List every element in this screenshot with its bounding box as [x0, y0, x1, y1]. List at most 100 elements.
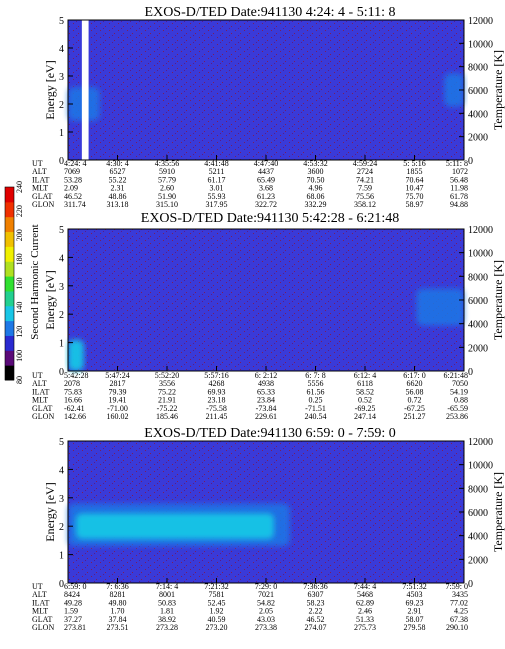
cell-ut: 4:30: 4: [106, 159, 128, 168]
cell-mlt: 19.41: [109, 396, 127, 405]
cell-ilat: 56.08: [406, 387, 424, 396]
cell-mlt: 1.92: [210, 607, 224, 616]
cell-glat: 58.07: [406, 615, 424, 624]
panel-1-ylabel: Energy [eV]: [43, 60, 57, 119]
row-label-ut: UT: [32, 159, 43, 168]
temperature-tick-label: 8000: [468, 272, 488, 283]
cell-alt: 5468: [357, 590, 373, 599]
colorbar-segment: [5, 320, 14, 336]
colorbar-tick-label: 100: [15, 350, 24, 362]
colorbar-tick-label: 140: [15, 302, 24, 314]
cell-glon: 275.73: [354, 623, 376, 632]
cell-glat: 51.33: [356, 615, 374, 624]
cell-ut: 7:21:32: [204, 582, 228, 591]
cell-glon: 273.81: [64, 623, 86, 632]
temperature-tick-label: 4000: [468, 320, 488, 331]
cell-alt: 2724: [357, 167, 373, 176]
row-label-glon: GLON: [32, 200, 54, 209]
panel-3-feature-2: [75, 513, 274, 539]
colorbar-segment: [5, 187, 14, 203]
energy-tick-label: 1: [59, 551, 64, 562]
row-label-ilat: ILAT: [32, 387, 49, 396]
row-label-ut: UT: [32, 371, 43, 380]
colorbar-segment: [5, 231, 14, 247]
temperature-tick-label: 6000: [468, 86, 488, 97]
colorbar: 80 100 120 140 160 180 200 220 240: [4, 181, 24, 384]
cell-ilat: 69.23: [406, 598, 424, 607]
cell-mlt: 23.84: [257, 396, 275, 405]
colorbar-segment: [5, 365, 14, 381]
panel-2-ephemeris-table: UT 5:42:28 5:47:24 5:52:20 5:57:16 6: 2:12 6: …: [32, 371, 468, 421]
cell-mlt: 11.98: [450, 184, 468, 193]
energy-tick-label: 4: [59, 253, 64, 264]
cell-glon: 229.61: [255, 412, 277, 421]
panel-3-right-ticks: 0 2000 4000 6000 8000 10000 12000: [459, 437, 493, 590]
row-label-glon: GLON: [32, 412, 54, 421]
panel-3: EXOS-D/TED Date:941130 6:59: 0 - 7:59: 0…: [32, 426, 505, 632]
cell-glon: 273.20: [206, 623, 228, 632]
panel-2-noise-speckle: [68, 229, 464, 371]
cell-glon: 247.14: [354, 412, 376, 421]
cell-alt: 5211: [209, 167, 225, 176]
cell-mlt: 0.25: [309, 396, 323, 405]
colorbar-tick-label: 160: [15, 278, 24, 290]
panel-2: EXOS-D/TED Date:941130 5:42:28 - 6:21:48…: [32, 211, 505, 421]
cell-ut: 7:29: 0: [255, 582, 277, 591]
cell-ilat: 50.83: [158, 598, 176, 607]
row-label-ilat: ILAT: [32, 175, 49, 184]
cell-alt: 7021: [258, 590, 274, 599]
energy-tick-label: 5: [59, 16, 64, 27]
cell-glon: 315.10: [156, 200, 178, 209]
cell-alt: 5556: [308, 379, 324, 388]
panel-2-ylabel-right: Temperature [K]: [491, 260, 505, 340]
cell-alt: 4503: [407, 590, 423, 599]
temperature-tick-label: 4000: [468, 532, 488, 543]
cell-mlt: 4.96: [309, 184, 323, 193]
panel-2-feature-1: [68, 339, 84, 371]
cell-ut: 5:47:24: [105, 371, 129, 380]
cell-ut: 7:44: 4: [354, 582, 376, 591]
cell-mlt: 3.01: [210, 184, 224, 193]
cell-mlt: 16.66: [64, 396, 82, 405]
cell-glon: 211.45: [206, 412, 228, 421]
panel-1-data-gaps: [81, 20, 89, 160]
cell-glon: 274.07: [305, 623, 327, 632]
cell-ut: 7:14: 4: [156, 582, 178, 591]
temperature-tick-label: 10000: [468, 461, 493, 472]
colorbar-tick-label: 80: [15, 376, 24, 384]
cell-alt: 6307: [308, 590, 324, 599]
cell-glon: 311.74: [64, 200, 86, 209]
panel-1-left-ticks: 0 1 2 3 4 5: [59, 16, 73, 167]
cell-ilat: 58.52: [356, 387, 374, 396]
panel-1-feature-2: [444, 73, 464, 107]
cell-ut: 4:35:56: [155, 159, 179, 168]
panel-1-noise-speckle: [68, 20, 464, 160]
cell-ilat: 75.22: [158, 387, 176, 396]
cell-mlt: 0.52: [358, 396, 372, 405]
cell-glat: 68.06: [307, 192, 325, 201]
cell-alt: 3600: [308, 167, 324, 176]
energy-tick-label: 3: [59, 282, 64, 293]
panel-3-ylabel-right: Temperature [K]: [491, 472, 505, 552]
cell-mlt: 10.47: [406, 184, 424, 193]
cell-glon: 279.58: [404, 623, 426, 632]
cell-ut: 4:59:24: [353, 159, 377, 168]
cell-alt: 2078: [64, 379, 80, 388]
cell-glon: 273.38: [255, 623, 277, 632]
energy-tick-label: 3: [59, 72, 64, 83]
cell-alt: 7581: [209, 590, 225, 599]
temperature-tick-label: 8000: [468, 484, 488, 495]
temperature-tick-label: 10000: [468, 39, 493, 50]
panel-1: EXOS-D/TED Date:941130 4:24: 4 - 5:11: 8…: [32, 5, 505, 209]
cell-alt: 3435: [452, 590, 468, 599]
cell-ilat: 49.80: [109, 598, 127, 607]
cell-ilat: 54.19: [450, 387, 468, 396]
cell-alt: 7069: [64, 167, 80, 176]
cell-mlt: 2.09: [64, 184, 78, 193]
panel-2-left-ticks: 0 1 2 3 4 5: [59, 225, 73, 378]
temperature-tick-label: 6000: [468, 296, 488, 307]
colorbar-tick-label: 120: [15, 326, 24, 338]
cell-ut: 6:17: 0: [403, 371, 425, 380]
cell-ilat: 75.83: [64, 387, 82, 396]
colorbar-tick-label: 200: [15, 229, 24, 241]
